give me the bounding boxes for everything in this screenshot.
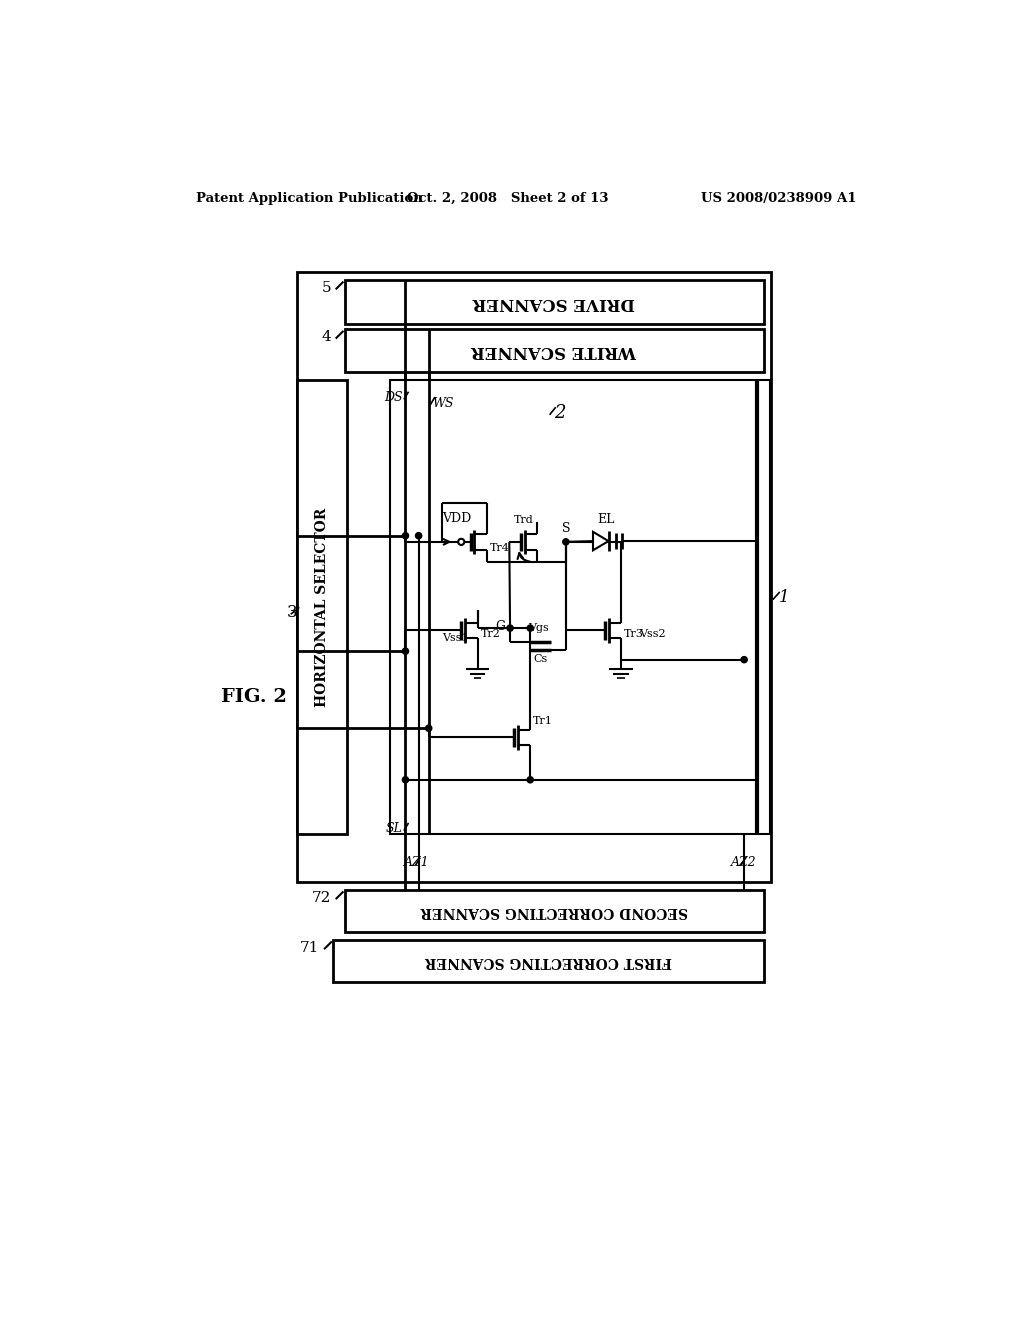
Circle shape [527, 776, 534, 783]
Text: FIRST CORRECTING SCANNER: FIRST CORRECTING SCANNER [425, 954, 672, 968]
Text: 5: 5 [322, 281, 331, 294]
Bar [345, 330, 764, 372]
Bar [390, 380, 770, 834]
Text: Tr4: Tr4 [489, 543, 510, 553]
Text: 72: 72 [311, 891, 331, 904]
Text: G: G [496, 620, 506, 634]
Text: HORIZONTAL SELECTOR: HORIZONTAL SELECTOR [315, 508, 329, 708]
Circle shape [527, 626, 534, 631]
Text: FIG. 2: FIG. 2 [221, 689, 287, 706]
Circle shape [416, 532, 422, 539]
Text: Oct. 2, 2008   Sheet 2 of 13: Oct. 2, 2008 Sheet 2 of 13 [407, 191, 608, 205]
Text: 2: 2 [554, 404, 565, 421]
Text: 1: 1 [779, 589, 790, 606]
Circle shape [402, 532, 409, 539]
Bar [297, 380, 347, 834]
Text: Patent Application Publication: Patent Application Publication [197, 191, 423, 205]
Bar [334, 940, 764, 982]
Text: Vss2: Vss2 [640, 630, 667, 639]
Circle shape [402, 776, 409, 783]
Text: AZ1: AZ1 [404, 857, 430, 870]
Text: Trd: Trd [513, 515, 534, 525]
Text: 3: 3 [287, 605, 297, 622]
Text: WS: WS [432, 397, 454, 409]
Text: Tr2: Tr2 [480, 630, 501, 639]
Text: 4: 4 [322, 330, 331, 345]
Text: Tr3: Tr3 [624, 630, 644, 639]
Circle shape [402, 648, 409, 655]
Text: AZ2: AZ2 [731, 857, 757, 870]
Bar [297, 272, 771, 882]
Circle shape [507, 626, 513, 631]
Circle shape [458, 539, 464, 545]
Text: Vss1: Vss1 [442, 634, 469, 643]
Text: EL: EL [597, 513, 614, 527]
Polygon shape [593, 532, 608, 550]
Bar [345, 890, 764, 932]
Text: DRIVE SCANNER: DRIVE SCANNER [473, 293, 636, 310]
Text: Vgs: Vgs [528, 623, 549, 634]
Text: SL: SL [385, 822, 402, 834]
Circle shape [426, 725, 432, 731]
Text: DS: DS [384, 391, 402, 404]
Text: Cs: Cs [534, 653, 548, 664]
Text: US 2008/0238909 A1: US 2008/0238909 A1 [701, 191, 856, 205]
Text: VDD: VDD [442, 512, 471, 525]
Text: SECOND CORRECTING SCANNER: SECOND CORRECTING SCANNER [421, 904, 688, 919]
Text: WRITE SCANNER: WRITE SCANNER [471, 342, 637, 359]
Circle shape [741, 656, 748, 663]
Text: S: S [561, 521, 570, 535]
Circle shape [563, 539, 569, 545]
Text: 71: 71 [300, 941, 319, 954]
Bar [345, 280, 764, 323]
Text: Tr1: Tr1 [534, 715, 553, 726]
